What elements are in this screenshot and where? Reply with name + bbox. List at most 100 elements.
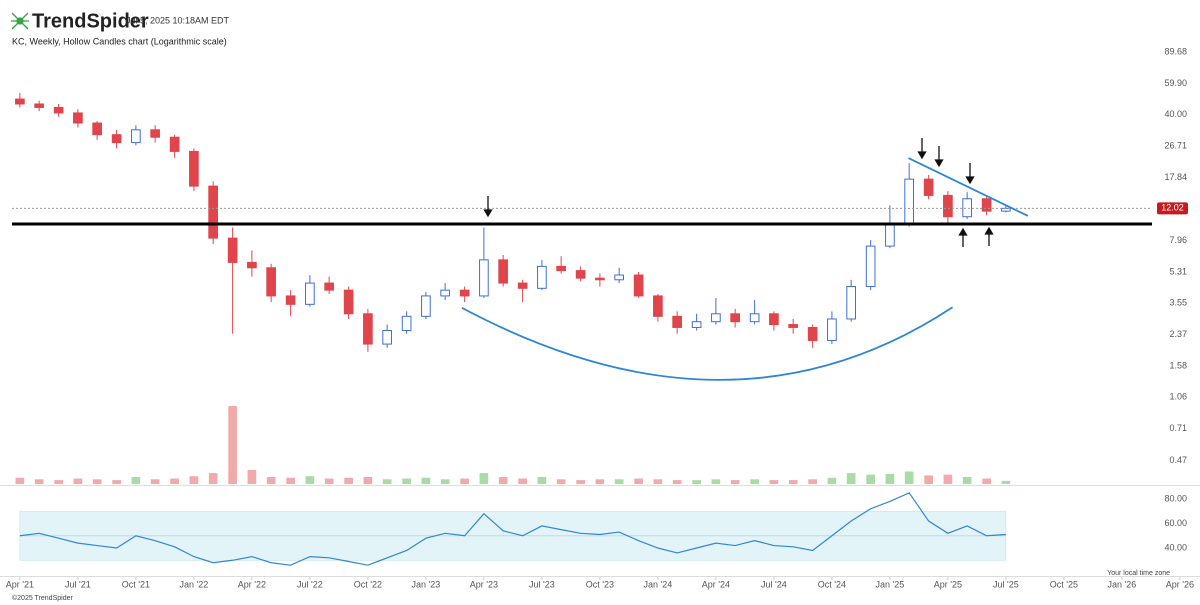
annotation-arrows xyxy=(483,138,994,247)
volume-bar xyxy=(112,480,121,484)
volume-bar xyxy=(34,479,44,484)
volume-bar xyxy=(730,480,740,484)
volume-bar xyxy=(750,479,759,484)
candle-body xyxy=(885,223,895,247)
copyright: ©2025 TrendSpider xyxy=(12,594,73,602)
volume-bar xyxy=(885,473,895,484)
volume-bar xyxy=(924,475,933,484)
timestamp: Jul 5, 2025 10:18AM EDT xyxy=(126,15,230,25)
volume-bar xyxy=(634,478,643,484)
x-tick-label: Jan '22 xyxy=(180,579,209,589)
candle-body xyxy=(730,313,740,323)
volume-bar xyxy=(904,471,914,484)
candle-body xyxy=(92,122,102,136)
candle-body xyxy=(633,274,644,297)
y-tick-label: 26.71 xyxy=(1164,141,1187,151)
candle-body xyxy=(846,286,856,320)
y-tick-label: 2.37 xyxy=(1169,329,1187,339)
y-tick-label: 80.00 xyxy=(1164,493,1187,503)
candle-body xyxy=(208,185,218,239)
x-tick-label: Jul '22 xyxy=(297,579,323,589)
timezone-note: Your local time zone xyxy=(1107,570,1170,577)
volume-bar xyxy=(518,478,527,484)
volume-bar xyxy=(672,480,682,484)
volume-bar xyxy=(208,473,218,484)
x-tick-label: Jul '25 xyxy=(993,579,1019,589)
y-tick-label: 1.06 xyxy=(1169,392,1187,402)
y-tick-label: 59.90 xyxy=(1164,78,1187,88)
volume-bar xyxy=(692,480,701,484)
x-tick-label: Apr '24 xyxy=(702,579,730,589)
trendline xyxy=(908,157,1029,217)
last-price-tag xyxy=(1157,202,1188,215)
y-tick-label: 3.55 xyxy=(1169,298,1187,308)
candle-body xyxy=(807,326,818,341)
x-tick-label: Oct '23 xyxy=(586,579,614,589)
candle-body xyxy=(711,313,721,323)
y-tick-label: 40.00 xyxy=(1164,542,1187,552)
volume-bar xyxy=(943,474,953,484)
chart-subtitle: KC, Weekly, Hollow Candles chart (Logari… xyxy=(12,36,227,46)
volume-bar xyxy=(982,478,991,484)
candle-body xyxy=(479,259,489,297)
x-tick-label: Jul '24 xyxy=(761,579,787,589)
candle-body xyxy=(943,194,953,218)
candle-body xyxy=(53,106,64,114)
volume-bar xyxy=(15,477,25,484)
volume-bar xyxy=(595,479,605,484)
volume-bar xyxy=(576,480,585,484)
volume-bar xyxy=(382,479,392,484)
candle-body xyxy=(459,289,470,297)
volume-bar xyxy=(788,480,798,484)
y-tick-label: 1.58 xyxy=(1169,361,1187,371)
y-tick-label: 7.96 xyxy=(1169,235,1187,245)
x-tick-label: Oct '24 xyxy=(818,579,846,589)
candle-body xyxy=(15,98,25,105)
volume-bar xyxy=(1001,480,1011,484)
last-price-label: 12.02 xyxy=(1161,203,1184,213)
candle-body xyxy=(324,282,334,291)
candle-body xyxy=(343,289,354,315)
cup-curve xyxy=(461,306,954,381)
candle-body xyxy=(363,313,373,345)
candle-body xyxy=(788,324,798,328)
volume-bar xyxy=(537,476,547,484)
volume-bar xyxy=(131,476,141,484)
candle-body xyxy=(904,178,914,225)
volume-bar xyxy=(498,476,508,484)
y-tick-label: 40.00 xyxy=(1164,109,1187,119)
volume-bar xyxy=(556,479,566,484)
volume-bar xyxy=(402,478,411,484)
volume-bar xyxy=(460,478,469,484)
volume-bar xyxy=(614,479,624,484)
y-tick-label: 60.00 xyxy=(1164,518,1187,528)
y-tick-label: 17.84 xyxy=(1164,172,1187,182)
candle-body xyxy=(189,150,199,187)
volume-bar xyxy=(189,476,199,484)
volume-bar xyxy=(827,477,837,484)
y-tick-label: 0.47 xyxy=(1169,455,1187,465)
volume-bar xyxy=(54,480,63,484)
candle-body xyxy=(440,289,450,297)
y-tick-label: 0.71 xyxy=(1169,423,1187,433)
volume-bar xyxy=(866,474,875,484)
volume-bar xyxy=(170,478,179,484)
candle-body xyxy=(517,282,528,289)
volume-bar xyxy=(653,479,663,484)
x-tick-label: Apr '23 xyxy=(470,579,498,589)
logo-icon xyxy=(11,12,29,30)
y-tick-label: 5.31 xyxy=(1169,266,1187,276)
candle-body xyxy=(595,277,605,281)
candle-body xyxy=(537,265,547,289)
candle-body xyxy=(247,261,257,269)
candle-body xyxy=(653,295,663,317)
candle-body xyxy=(827,318,837,341)
candle-body xyxy=(923,178,934,196)
candle-body xyxy=(575,270,586,279)
candle-body xyxy=(73,112,83,124)
candle-body xyxy=(749,313,760,323)
candle-body xyxy=(865,245,876,288)
candle-body xyxy=(227,237,238,263)
volume-bar xyxy=(769,480,779,484)
